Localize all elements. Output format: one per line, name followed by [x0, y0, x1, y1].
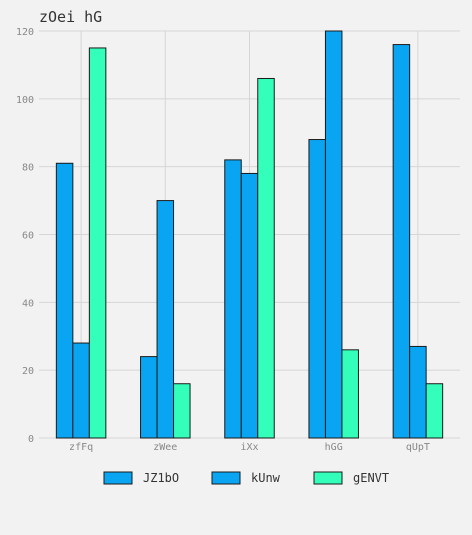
legend-swatch: [104, 472, 132, 484]
y-tick-label: 80: [22, 163, 34, 174]
y-tick-label: 120: [16, 27, 34, 38]
y-tick-label: 20: [22, 366, 34, 377]
bar-JZ1bO-iXx: [225, 160, 242, 438]
bar-kUnw-zWee: [157, 201, 174, 438]
legend-item-gENVT[interactable]: gENVT: [314, 471, 389, 485]
bar-kUnw-iXx: [241, 173, 258, 438]
x-tick-label: iXx: [240, 442, 258, 453]
y-tick-label: 100: [16, 95, 34, 106]
y-tick-label: 60: [22, 231, 34, 242]
bar-JZ1bO-qUpT: [393, 45, 410, 438]
x-tick-label: zWee: [153, 442, 177, 453]
y-axis-ticks: 0 20 40 60 80 100 120: [16, 27, 34, 445]
x-axis-ticks: zfFq zWee iXx hGG qUpT: [69, 442, 430, 453]
bar-kUnw-qUpT: [410, 346, 427, 438]
bar-kUnw-hGG: [325, 31, 342, 438]
y-tick-label: 0: [28, 434, 34, 445]
bar-JZ1bO-zWee: [141, 357, 158, 438]
bar-gENVT-iXx: [258, 78, 275, 438]
x-tick-label: zfFq: [69, 442, 93, 453]
y-tick-label: 40: [22, 298, 34, 309]
bar-gENVT-qUpT: [426, 384, 443, 438]
legend-label: kUnw: [251, 471, 281, 485]
chart-title: zOei hG: [39, 8, 102, 26]
bar-gENVT-zfFq: [89, 48, 106, 438]
legend-label: JZ1bO: [143, 471, 179, 485]
x-tick-label: hGG: [325, 442, 343, 453]
legend-item-kUnw[interactable]: kUnw: [212, 471, 281, 485]
bar-gENVT-zWee: [174, 384, 191, 438]
legend-swatch: [314, 472, 342, 484]
bar-kUnw-zfFq: [73, 343, 90, 438]
legend-label: gENVT: [353, 471, 389, 485]
x-tick-label: qUpT: [406, 442, 430, 453]
bar-JZ1bO-hGG: [309, 140, 326, 438]
bar-gENVT-hGG: [342, 350, 359, 438]
bar-JZ1bO-zfFq: [56, 163, 73, 438]
legend[interactable]: JZ1bO kUnw gENVT: [104, 471, 389, 485]
legend-item-JZ1bO[interactable]: JZ1bO: [104, 471, 179, 485]
legend-swatch: [212, 472, 240, 484]
